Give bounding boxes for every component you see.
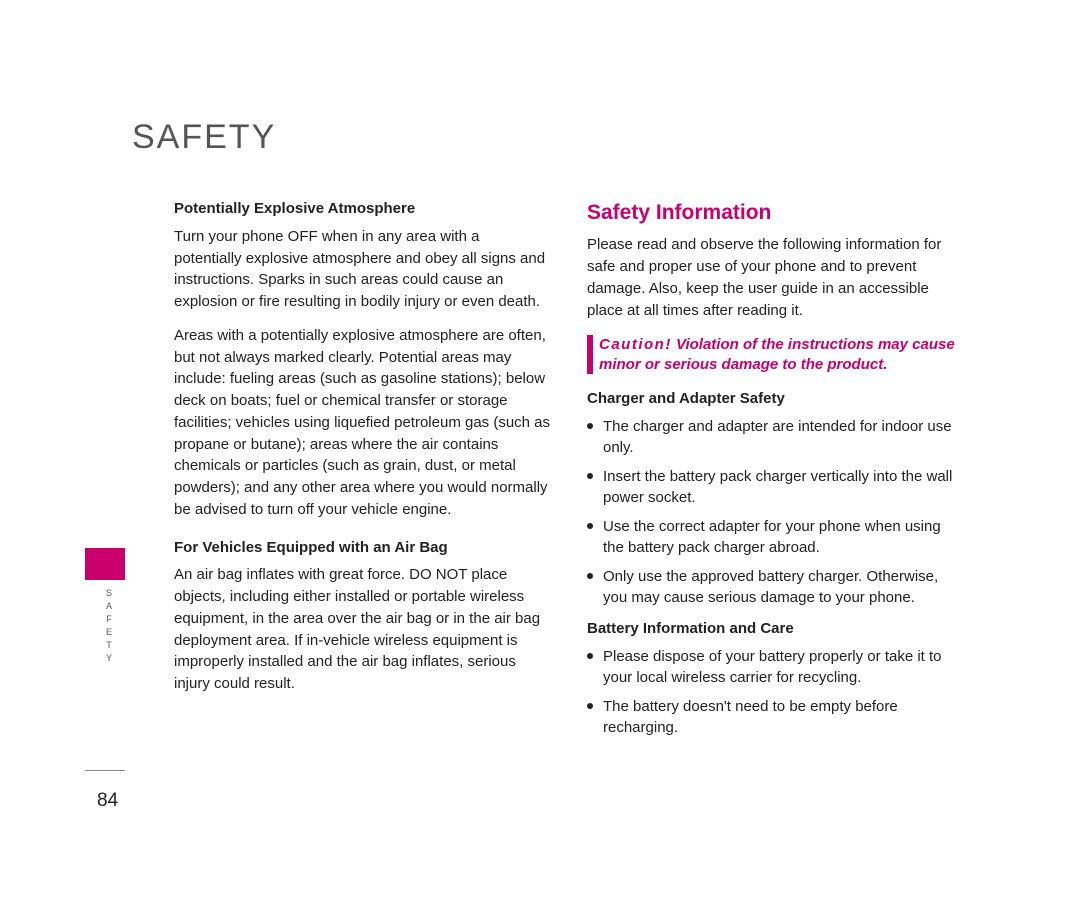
list-item: Only use the approved battery charger. O… (587, 566, 964, 608)
list-item: Use the correct adapter for your phone w… (587, 516, 964, 558)
content-columns: Potentially Explosive Atmosphere Turn yo… (174, 198, 964, 748)
right-heading-1: Charger and Adapter Safety (587, 388, 964, 410)
left-heading-1: Potentially Explosive Atmosphere (174, 198, 551, 220)
page-title: SAFETY (132, 118, 276, 157)
left-heading-2: For Vehicles Equipped with an Air Bag (174, 537, 551, 559)
caution-label: Caution! (599, 336, 672, 353)
caution-text: Caution! Violation of the instructions m… (599, 335, 964, 374)
left-para-1: Turn your phone OFF when in any area wit… (174, 226, 551, 313)
list-item: The battery doesn't need to be empty bef… (587, 696, 964, 738)
right-column: Safety Information Please read and obser… (587, 198, 964, 748)
list-item: The charger and adapter are intended for… (587, 416, 964, 458)
left-column: Potentially Explosive Atmosphere Turn yo… (174, 198, 551, 748)
caution-block: Caution! Violation of the instructions m… (587, 335, 964, 374)
right-section-heading: Safety Information (587, 198, 964, 228)
section-tab (85, 548, 125, 580)
left-para-3: An air bag inflates with great force. DO… (174, 564, 551, 695)
list-item: Please dispose of your battery properly … (587, 646, 964, 688)
page-number: 84 (97, 790, 118, 812)
list-item: Insert the battery pack charger vertical… (587, 466, 964, 508)
section-label: SAFETY (104, 588, 114, 666)
caution-bar (587, 335, 593, 374)
left-para-2: Areas with a potentially explosive atmos… (174, 325, 551, 521)
bullet-list-1: The charger and adapter are intended for… (587, 416, 964, 608)
right-intro: Please read and observe the following in… (587, 234, 964, 321)
right-heading-2: Battery Information and Care (587, 618, 964, 640)
bullet-list-2: Please dispose of your battery properly … (587, 646, 964, 738)
page: SAFETY SAFETY 84 Potentially Explosive A… (0, 0, 1080, 914)
side-rule (85, 770, 125, 771)
